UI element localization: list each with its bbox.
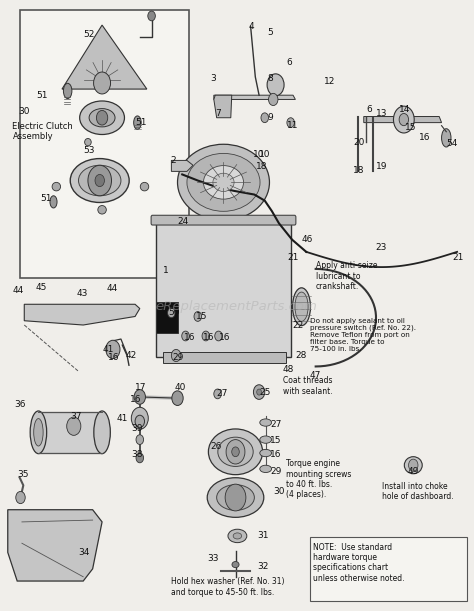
Ellipse shape	[80, 101, 125, 134]
Circle shape	[135, 415, 145, 428]
Ellipse shape	[70, 159, 129, 202]
Text: 4: 4	[248, 22, 254, 31]
Ellipse shape	[233, 533, 242, 539]
Polygon shape	[24, 304, 140, 325]
Circle shape	[16, 491, 25, 503]
Text: 43: 43	[76, 289, 88, 298]
Ellipse shape	[187, 153, 260, 211]
Text: 15: 15	[270, 436, 282, 445]
Circle shape	[393, 106, 414, 133]
Ellipse shape	[217, 485, 255, 510]
Text: 24: 24	[178, 217, 189, 226]
Text: 17: 17	[135, 383, 146, 392]
Circle shape	[88, 166, 111, 196]
Text: 33: 33	[207, 554, 219, 563]
Circle shape	[225, 484, 246, 511]
Text: Do not apply sealant to oil
pressure switch (Ref. No. 22).
Remove Teflon from po: Do not apply sealant to oil pressure swi…	[310, 318, 416, 352]
Circle shape	[254, 385, 265, 400]
Ellipse shape	[52, 182, 61, 191]
Bar	[156, 302, 178, 333]
Ellipse shape	[213, 173, 234, 191]
Circle shape	[268, 93, 278, 106]
Circle shape	[172, 349, 181, 362]
Text: 45: 45	[36, 283, 47, 291]
Circle shape	[267, 74, 284, 96]
Text: 44: 44	[12, 286, 24, 295]
Text: 19: 19	[375, 162, 387, 171]
Text: Install into choke
hole of dashboard.: Install into choke hole of dashboard.	[382, 481, 453, 501]
Text: 42: 42	[126, 351, 137, 360]
Text: 14: 14	[399, 104, 410, 114]
Ellipse shape	[232, 562, 239, 568]
Text: 46: 46	[301, 235, 313, 244]
Text: 48: 48	[283, 365, 294, 374]
Text: 9: 9	[267, 113, 273, 122]
Text: 51: 51	[41, 194, 52, 203]
Text: 16: 16	[183, 333, 195, 342]
Ellipse shape	[260, 449, 272, 456]
Circle shape	[232, 447, 239, 456]
Text: 51: 51	[36, 90, 47, 100]
Text: 25: 25	[259, 387, 271, 397]
Circle shape	[93, 72, 110, 94]
Text: 7: 7	[215, 109, 221, 118]
Ellipse shape	[178, 144, 269, 221]
Circle shape	[136, 435, 144, 444]
Text: 1: 1	[164, 266, 169, 274]
Text: Apply anti-seize
lubricant to
crankshaft.: Apply anti-seize lubricant to crankshaft…	[316, 262, 377, 291]
Ellipse shape	[89, 109, 115, 127]
Circle shape	[215, 331, 222, 341]
Text: 11: 11	[287, 121, 299, 130]
Text: 18: 18	[354, 166, 365, 175]
Circle shape	[182, 331, 189, 341]
Text: 35: 35	[17, 470, 29, 480]
Circle shape	[136, 453, 144, 463]
Text: 52: 52	[83, 30, 95, 38]
Text: 37: 37	[71, 412, 82, 421]
Circle shape	[399, 114, 409, 126]
Circle shape	[96, 111, 108, 125]
Text: 3: 3	[210, 74, 216, 83]
Text: 16: 16	[202, 333, 214, 342]
Text: 27: 27	[217, 389, 228, 398]
Circle shape	[226, 439, 245, 464]
Text: 53: 53	[83, 145, 95, 155]
Text: 15: 15	[405, 123, 417, 132]
Text: 16: 16	[130, 395, 142, 404]
Circle shape	[202, 331, 210, 341]
Text: 28: 28	[295, 351, 307, 360]
Text: 16: 16	[270, 450, 282, 459]
Polygon shape	[8, 510, 102, 581]
Text: 36: 36	[14, 400, 26, 409]
Bar	[156, 220, 291, 357]
Ellipse shape	[218, 437, 253, 466]
Text: Coat threads
with sealant.: Coat threads with sealant.	[283, 376, 332, 396]
Text: 40: 40	[174, 383, 186, 392]
Circle shape	[172, 391, 183, 406]
Circle shape	[257, 389, 262, 395]
Polygon shape	[214, 95, 232, 118]
Ellipse shape	[203, 166, 244, 199]
Text: 21: 21	[287, 254, 299, 263]
Bar	[310, 537, 467, 601]
Text: 2: 2	[171, 156, 176, 165]
Ellipse shape	[260, 419, 272, 426]
Circle shape	[214, 389, 221, 399]
Polygon shape	[364, 117, 442, 123]
Text: 41: 41	[102, 345, 113, 354]
Circle shape	[134, 390, 146, 404]
Text: 39: 39	[132, 424, 143, 433]
Text: 26: 26	[210, 442, 222, 452]
Circle shape	[131, 408, 148, 430]
Circle shape	[148, 11, 155, 21]
Circle shape	[194, 312, 201, 321]
Bar	[38, 412, 102, 453]
Ellipse shape	[442, 129, 451, 147]
Text: 16: 16	[108, 353, 120, 362]
Ellipse shape	[209, 429, 263, 475]
Text: Hold hex washer (Ref. No. 31)
and torque to 45-50 ft. lbs.: Hold hex washer (Ref. No. 31) and torque…	[172, 577, 285, 597]
Text: 23: 23	[375, 243, 387, 252]
Polygon shape	[214, 95, 295, 100]
Text: 12: 12	[324, 76, 335, 86]
Ellipse shape	[98, 205, 106, 214]
